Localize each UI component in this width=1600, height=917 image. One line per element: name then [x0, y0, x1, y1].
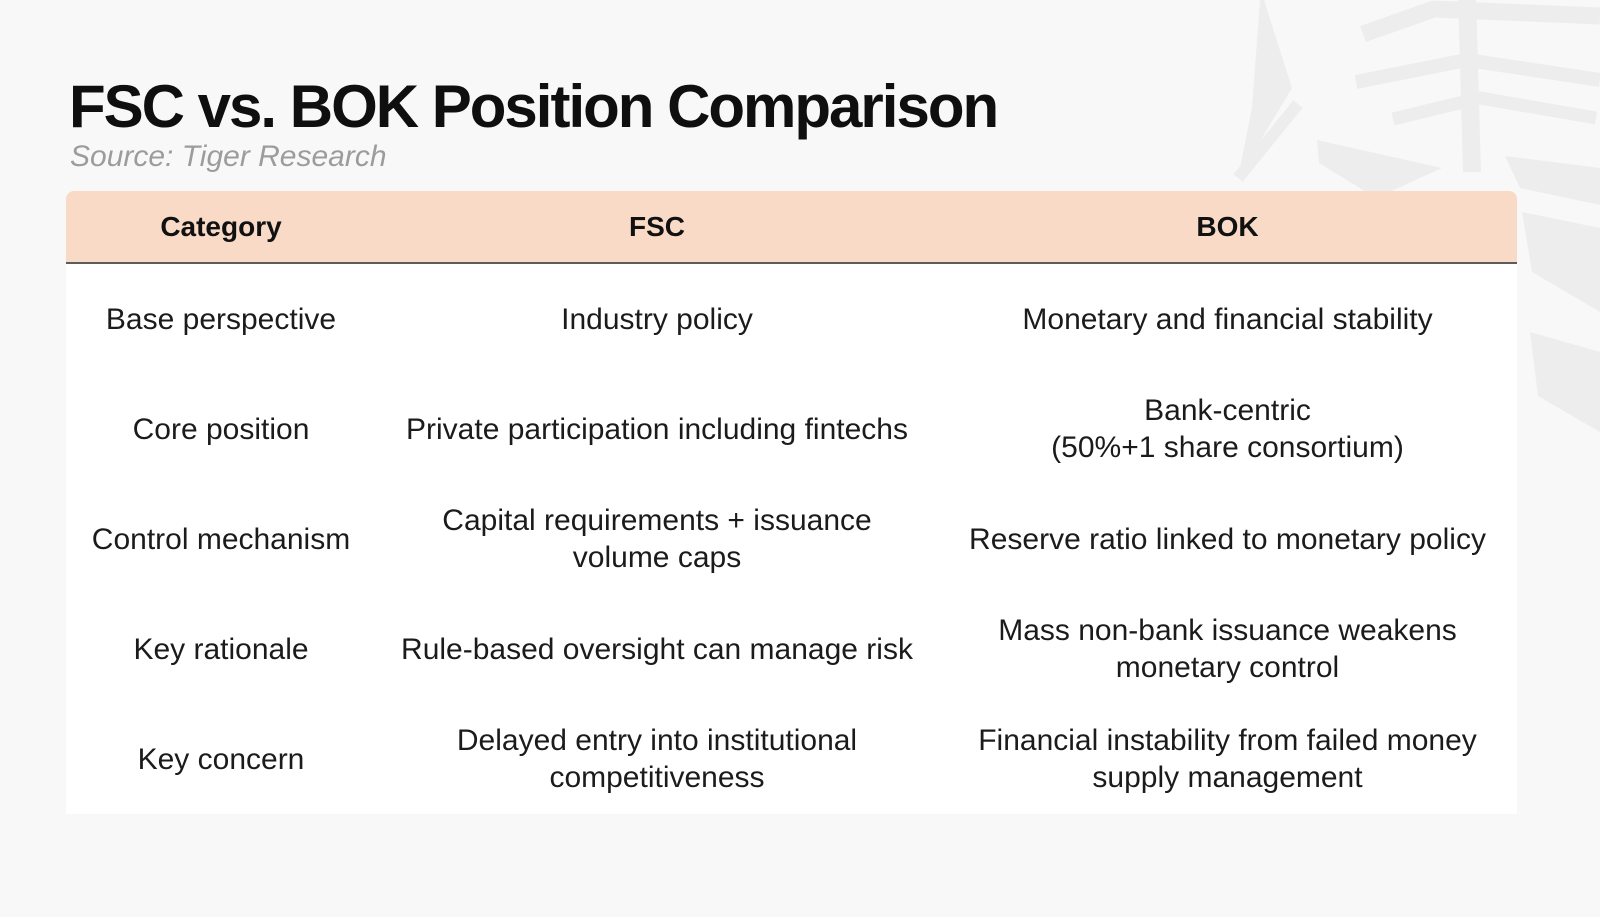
- table-row: Key rationale Rule-based oversight can m…: [66, 594, 1517, 704]
- column-header-category: Category: [160, 210, 282, 242]
- bok-cell: Reserve ratio linked to monetary policy: [969, 522, 1486, 556]
- category-cell: Key rationale: [133, 632, 309, 666]
- category-cell: Control mechanism: [91, 522, 351, 556]
- bok-cell: Mass non-bank issuance weakens monetary …: [998, 614, 1457, 684]
- fsc-cell: Rule-based oversight can manage risk: [401, 632, 913, 666]
- table-row: Base perspective Industry policy Monetar…: [66, 264, 1517, 374]
- fsc-cell: Private participation including fintechs: [406, 412, 908, 446]
- bok-cell: Financial instability from failed money …: [978, 724, 1477, 794]
- category-cell: Base perspective: [105, 302, 337, 336]
- category-cell: Key concern: [137, 742, 305, 776]
- page-title: FSC vs. BOK Position Comparison: [69, 73, 999, 140]
- source-caption: Source: Tiger Research: [70, 140, 387, 173]
- column-header-fsc: FSC: [629, 210, 685, 242]
- fsc-cell: Capital requirements + issuance volume c…: [442, 504, 872, 574]
- fsc-cell: Industry policy: [561, 302, 753, 336]
- table-header-row: Category FSC BOK: [66, 191, 1517, 264]
- bok-cell: Bank-centric (50%+1 share consortium): [1051, 394, 1404, 464]
- table-row: Key concern Delayed entry into instituti…: [66, 704, 1517, 814]
- table-row: Control mechanism Capital requirements +…: [66, 484, 1517, 594]
- fsc-cell: Delayed entry into institutional competi…: [456, 724, 858, 794]
- table-body: Base perspective Industry policy Monetar…: [66, 264, 1517, 814]
- tiger-watermark-icon: [1233, 0, 1600, 432]
- bok-cell: Monetary and financial stability: [1022, 302, 1433, 336]
- table-row: Core position Private participation incl…: [66, 374, 1517, 484]
- column-header-bok: BOK: [1196, 210, 1259, 242]
- category-cell: Core position: [132, 412, 310, 446]
- comparison-table: Category FSC BOK Base perspective Indust…: [66, 191, 1517, 814]
